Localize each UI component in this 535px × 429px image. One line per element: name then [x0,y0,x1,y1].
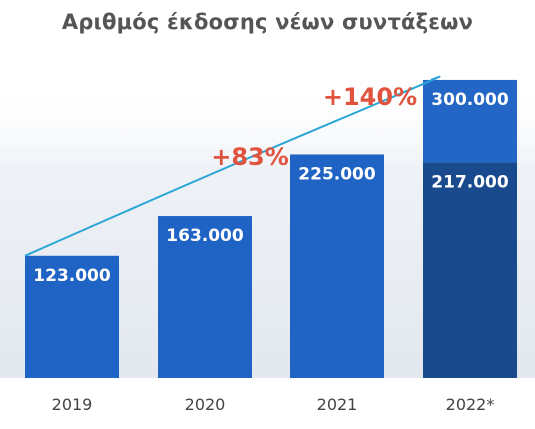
bar-2019 [25,255,119,378]
chart-title: Αριθμός έκδοσης νέων συντάξεων [61,10,474,34]
bar-2021 [290,154,384,378]
x-tick-2020: 2020 [185,395,226,414]
data-label-2019: 123.000 [33,266,111,286]
trend-line [24,75,441,257]
bar-2022* [423,162,517,378]
bar-2020 [158,216,252,378]
data-label-2022*: 217.000 [431,172,509,192]
x-tick-2022*: 2022* [446,395,495,414]
x-tick-2019: 2019 [52,395,93,414]
x-tick-2021: 2021 [317,395,358,414]
annotation-2021: +83% [211,143,289,171]
annotation-2022*: +140% [323,83,417,111]
data-label-top-2022*: 300.000 [431,90,509,110]
bar-top-2022* [423,79,517,163]
data-label-2020: 163.000 [166,226,244,246]
data-label-2021: 225.000 [298,164,376,184]
